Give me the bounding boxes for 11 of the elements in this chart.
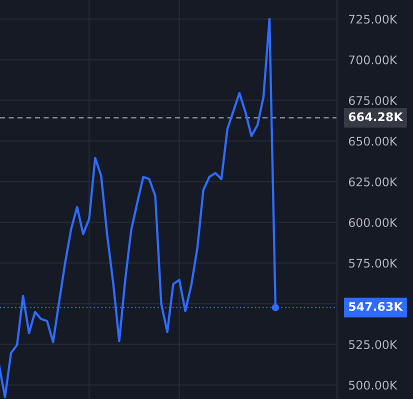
- y-tick-label: 625.00K: [348, 177, 398, 186]
- y-tick-label: 700.00K: [349, 55, 398, 64]
- y-tick-label: 725.00K: [349, 14, 398, 24]
- y-tick-label: 600.00K: [348, 218, 398, 228]
- y-tick-label: 525.00K: [349, 340, 398, 349]
- y-tick-label: 575.00K: [349, 258, 398, 268]
- ref-line-label: 664.28K: [348, 112, 404, 122]
- ref-line-label: 547.63K: [349, 302, 404, 311]
- y-tick-label: 500.00K: [349, 380, 398, 390]
- y-tick-label: 675.00K: [348, 96, 398, 106]
- y-tick-label: 650.00K: [348, 136, 398, 146]
